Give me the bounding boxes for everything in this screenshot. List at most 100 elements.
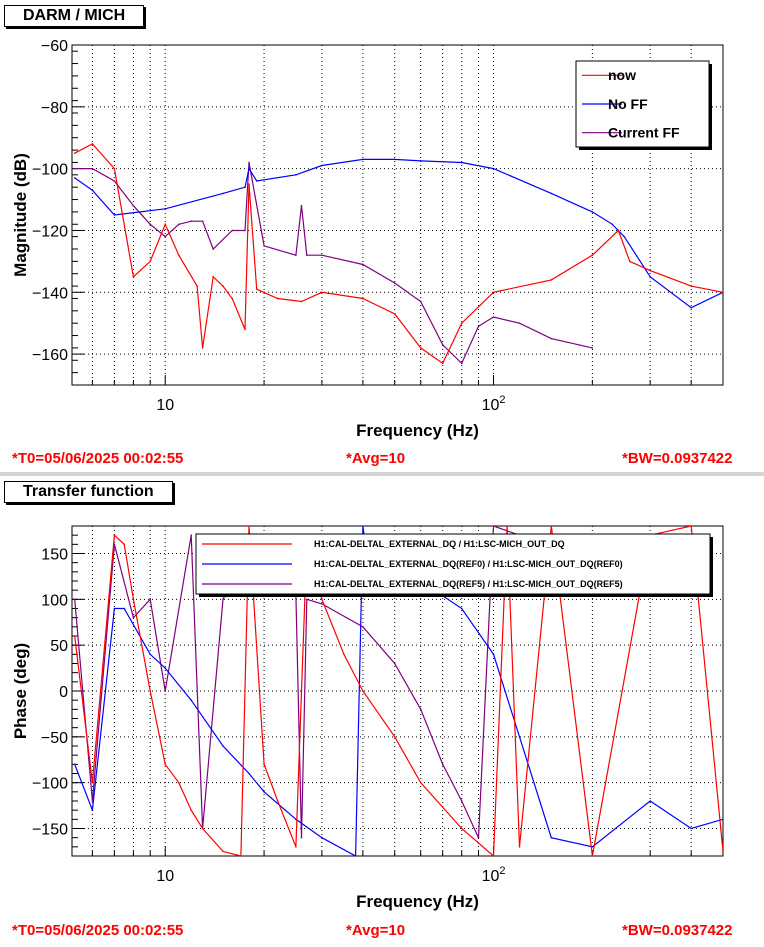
data-point (611, 223, 614, 226)
data-point (255, 180, 258, 182)
data-point (321, 598, 323, 601)
x-tick-label: 10 (156, 397, 174, 414)
x-axis-label: Frequency (Hz) (356, 421, 479, 440)
data-point (690, 285, 692, 287)
y-tick-label: 100 (41, 592, 68, 609)
data-point (460, 161, 463, 164)
data-point (244, 328, 246, 331)
data-point (550, 337, 553, 340)
data-point (248, 526, 250, 527)
data-point (248, 183, 250, 185)
y-tick-label: 0 (59, 684, 68, 701)
data-point (73, 635, 76, 637)
status-bw: *BW=0.0937422 (622, 922, 733, 939)
data-point (492, 653, 495, 656)
data-point (492, 526, 495, 527)
data-point (393, 282, 396, 284)
data-point (73, 177, 76, 179)
legend-label: H1:CAL-DELTAL_EXTERNAL_DQ(REF0) / H1:LSC… (314, 559, 623, 569)
data-point (190, 534, 193, 536)
data-point (393, 662, 396, 665)
data-point (196, 285, 198, 287)
data-point (419, 708, 422, 711)
data-point (164, 235, 167, 238)
data-point (550, 836, 553, 839)
data-point (460, 827, 463, 830)
data-point (240, 855, 242, 856)
data-point (477, 836, 480, 839)
y-tick-label: −50 (41, 730, 68, 747)
data-point (460, 800, 463, 802)
data-point (164, 208, 167, 210)
data-point (132, 204, 135, 207)
data-point (91, 143, 94, 145)
panel-title: DARM / MICH (4, 5, 145, 27)
y-tick-label: −120 (32, 223, 68, 240)
data-point (222, 192, 224, 195)
data-point (149, 223, 152, 226)
data-point (113, 214, 116, 216)
data-point (263, 763, 265, 766)
x-axis-label: Frequency (Hz) (356, 892, 479, 911)
status-avg: *Avg=10 (346, 450, 406, 467)
data-point (393, 313, 396, 315)
status-avg: *Avg=10 (346, 922, 406, 939)
legend-label: H1:CAL-DELTAL_EXTERNAL_DQ / H1:LSC-MICH_… (314, 539, 565, 549)
data-point (550, 192, 553, 195)
data-point (628, 260, 631, 263)
data-point (113, 180, 116, 182)
data-point (362, 263, 364, 266)
data-point (91, 189, 94, 192)
data-point (460, 607, 463, 610)
y-axis-label: Magnitude (dB) (11, 153, 30, 277)
data-point (393, 736, 396, 738)
data-point (295, 846, 297, 848)
data-point (518, 846, 521, 848)
data-point (295, 174, 297, 176)
panel-divider (0, 472, 764, 476)
data-point (123, 607, 126, 610)
legend-label: No FF (608, 96, 648, 112)
data-point (231, 297, 234, 300)
x-tick-label: 10 (156, 868, 174, 885)
data-point (321, 836, 323, 839)
data-point (248, 772, 250, 775)
data-point (300, 204, 303, 207)
data-point (276, 297, 279, 300)
data-point (591, 846, 594, 848)
y-tick-label: −100 (32, 776, 68, 793)
data-point (321, 164, 323, 167)
data-point (623, 235, 625, 238)
magnitude-panel: DARM / MICH −60 −80 −100 −120 −140 −160 10 102 F… (0, 0, 764, 472)
data-point (722, 850, 723, 853)
data-point (164, 690, 167, 692)
data-point (441, 763, 444, 766)
data-point (617, 229, 620, 232)
status-t0: *T0=05/06/2025 00:02:55 (12, 922, 184, 939)
data-point (460, 322, 463, 324)
data-point (178, 254, 180, 256)
series-line (74, 162, 593, 365)
data-point (149, 690, 152, 692)
data-point (591, 254, 594, 256)
data-point (222, 285, 224, 287)
y-tick-label: −140 (32, 285, 68, 302)
data-point (248, 161, 250, 164)
data-point (343, 653, 345, 656)
data-point (321, 291, 323, 294)
y-tick-label: −60 (41, 38, 68, 55)
data-point (460, 362, 463, 365)
data-point (73, 763, 76, 766)
data-point (441, 344, 444, 346)
data-point (506, 526, 508, 527)
data-point (149, 653, 152, 656)
y-tick-label: −160 (32, 347, 68, 364)
data-point (190, 699, 193, 701)
data-point (113, 607, 116, 610)
data-point (295, 254, 297, 256)
data-point (222, 745, 224, 747)
data-point (244, 186, 246, 188)
y-tick-label: 150 (41, 547, 68, 564)
data-point (306, 598, 308, 601)
